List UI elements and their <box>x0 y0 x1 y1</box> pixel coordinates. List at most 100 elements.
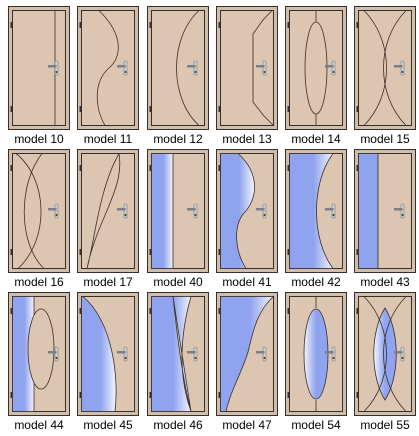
model-label: model 10 <box>14 132 64 146</box>
decor-line <box>363 10 407 126</box>
handle-lever <box>187 351 196 354</box>
hinge-top <box>149 22 152 28</box>
handle-lever <box>117 351 126 354</box>
door-model-card[interactable]: model 54 <box>285 292 347 432</box>
keyhole <box>55 71 58 73</box>
hinge-top <box>79 165 82 171</box>
door-model-card[interactable]: model 14 <box>285 6 347 146</box>
door-model-card[interactable]: model 41 <box>216 149 278 289</box>
hinge-bottom <box>287 249 290 255</box>
door-illustration <box>285 149 347 273</box>
model-label: model 45 <box>83 418 133 432</box>
model-label: model 46 <box>153 418 203 432</box>
decor-line <box>176 10 200 126</box>
door-illustration <box>8 149 70 273</box>
door-illustration <box>147 149 209 273</box>
handle-lever <box>394 351 403 354</box>
model-label: model 54 <box>291 418 341 432</box>
keyhole <box>263 357 266 359</box>
decor-line <box>96 10 119 126</box>
door-model-card[interactable]: model 10 <box>8 6 70 146</box>
door-model-card[interactable]: model 13 <box>216 6 278 146</box>
door-model-card[interactable]: model 12 <box>147 6 209 146</box>
keyhole <box>124 71 127 73</box>
door-model-card[interactable]: model 43 <box>354 149 416 289</box>
door-illustration <box>147 292 209 416</box>
glass-panel <box>358 153 412 269</box>
hinge-bottom <box>149 249 152 255</box>
door-model-card[interactable]: model 16 <box>8 149 70 289</box>
door-model-card[interactable]: model 45 <box>77 292 139 432</box>
hinge-top <box>79 308 82 314</box>
hinge-top <box>218 308 221 314</box>
door-model-card[interactable]: model 17 <box>77 149 139 289</box>
model-label: model 40 <box>153 275 203 289</box>
oval-panel <box>304 21 328 115</box>
keyhole <box>332 357 335 359</box>
door-illustration <box>8 6 70 130</box>
keyhole <box>55 357 58 359</box>
handle-lever <box>256 65 265 68</box>
door-model-card[interactable]: model 15 <box>354 6 416 146</box>
door-model-card[interactable]: model 47 <box>216 292 278 432</box>
glass-oval <box>303 308 329 400</box>
door-illustration <box>8 292 70 416</box>
hinge-top <box>149 308 152 314</box>
model-label: model 12 <box>153 132 203 146</box>
door-illustration <box>77 6 139 130</box>
keyhole <box>194 214 197 216</box>
model-label: model 14 <box>291 132 341 146</box>
handle-lever <box>325 65 334 68</box>
hinge-bottom <box>10 392 13 398</box>
glass-panel <box>151 153 174 269</box>
decor-line <box>252 10 274 126</box>
hinge-bottom <box>149 392 152 398</box>
hinge-top <box>218 22 221 28</box>
hinge-bottom <box>79 249 82 255</box>
keyhole <box>263 214 266 216</box>
keyhole <box>401 357 404 359</box>
handle-lever <box>48 208 57 211</box>
model-label: model 13 <box>222 132 272 146</box>
door-model-card[interactable]: model 46 <box>147 292 209 432</box>
door-model-card[interactable]: model 11 <box>77 6 139 146</box>
glass-panel <box>81 296 117 412</box>
door-illustration <box>354 6 416 130</box>
keyhole <box>332 71 335 73</box>
door-illustration <box>354 149 416 273</box>
glass-panel <box>289 153 334 269</box>
glass-panel <box>220 296 275 412</box>
door-illustration <box>285 6 347 130</box>
hinge-top <box>10 22 13 28</box>
keyhole <box>332 214 335 216</box>
handle-lever <box>48 351 57 354</box>
decor-line <box>363 296 407 412</box>
door-model-card[interactable]: model 40 <box>147 149 209 289</box>
handle-lever <box>117 208 126 211</box>
door-model-card[interactable]: model 42 <box>285 149 347 289</box>
door-model-card[interactable]: model 44 <box>8 292 70 432</box>
hinge-bottom <box>79 392 82 398</box>
keyhole <box>401 214 404 216</box>
glass-panel <box>12 296 35 412</box>
model-label: model 47 <box>222 418 272 432</box>
door-illustration <box>216 149 278 273</box>
handle-lever <box>256 351 265 354</box>
glass-panel <box>220 153 255 269</box>
handle-lever <box>394 208 403 211</box>
door-illustration <box>147 6 209 130</box>
door-illustration <box>77 149 139 273</box>
door-model-card[interactable]: model 55 <box>354 292 416 432</box>
keyhole <box>124 357 127 359</box>
keyhole <box>124 214 127 216</box>
glass-lens <box>373 307 397 401</box>
hinge-top <box>356 165 359 171</box>
handle-lever <box>256 208 265 211</box>
hinge-bottom <box>10 106 13 112</box>
hinge-top <box>287 22 290 28</box>
hinge-top <box>79 22 82 28</box>
hinge-bottom <box>287 392 290 398</box>
model-label: model 55 <box>360 418 410 432</box>
door-illustration <box>216 6 278 130</box>
